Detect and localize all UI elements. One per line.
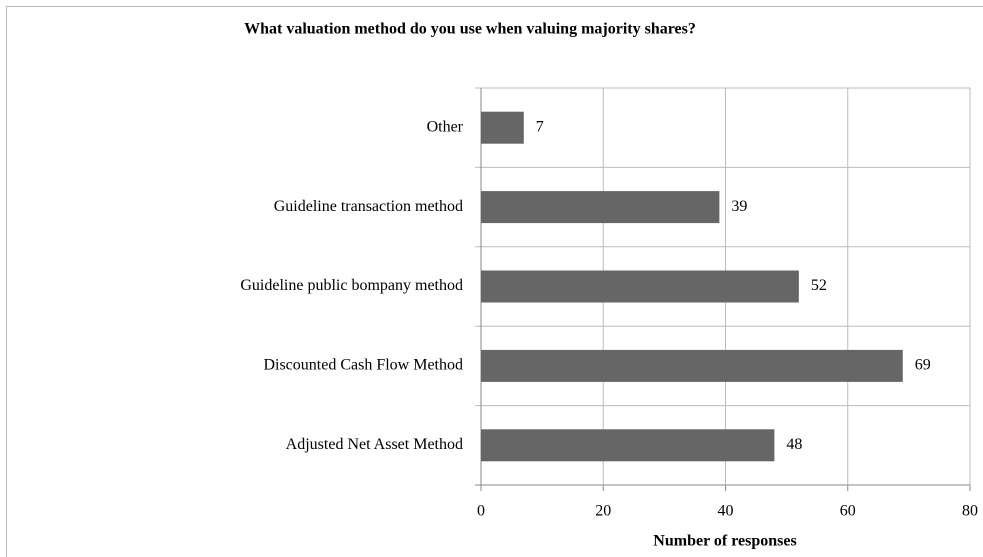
y-tick-label: Adjusted Net Asset Method (286, 436, 463, 453)
bar (481, 191, 720, 224)
chart-title: What valuation method do you use when va… (244, 21, 696, 38)
y-tick-label: Guideline transaction method (274, 198, 463, 215)
data-label: 39 (731, 198, 747, 215)
y-tick-label: Discounted Cash Flow Method (263, 357, 463, 374)
bar (481, 349, 903, 382)
x-tick-label: 40 (718, 503, 734, 520)
x-tick-label: 60 (840, 503, 856, 520)
bar (481, 111, 524, 144)
x-tick-label: 80 (962, 503, 978, 520)
bar (481, 270, 799, 303)
y-tick-label: Other (427, 118, 464, 135)
data-label: 48 (786, 436, 802, 453)
bar (481, 429, 775, 462)
data-label: 7 (536, 118, 544, 135)
x-tick-label: 0 (477, 503, 485, 520)
x-axis-title: Number of responses (653, 533, 796, 550)
data-label: 52 (811, 277, 827, 294)
x-tick-label: 20 (595, 503, 611, 520)
y-tick-label: Guideline public bompany method (240, 277, 463, 294)
chart-frame (6, 6, 983, 557)
data-label: 69 (915, 357, 931, 374)
